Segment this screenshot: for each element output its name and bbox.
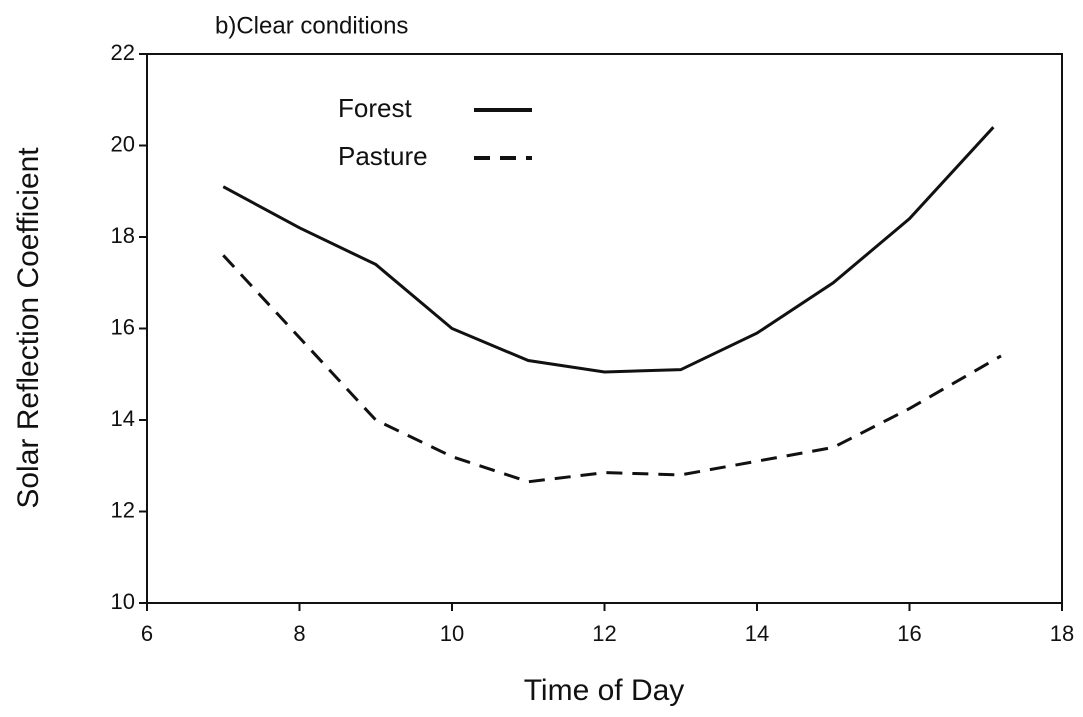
legend-label: Pasture	[338, 141, 428, 171]
x-tick-label: 14	[745, 621, 769, 646]
x-tick-label: 10	[440, 621, 464, 646]
x-tick-label: 12	[592, 621, 616, 646]
y-tick-label: 18	[111, 223, 135, 248]
legend-label: Forest	[338, 93, 412, 123]
y-tick-label: 10	[111, 589, 135, 614]
y-tick-label: 16	[111, 314, 135, 339]
series-line	[222, 254, 1002, 484]
x-tick-label: 18	[1050, 621, 1074, 646]
x-tick-label: 6	[141, 621, 153, 646]
x-tick-label: 16	[897, 621, 921, 646]
y-tick-label: 14	[111, 406, 135, 431]
series-line	[222, 126, 995, 374]
chart-title: b)Clear conditions	[215, 12, 408, 39]
x-tick-label: 8	[293, 621, 305, 646]
y-axis-label: Solar Reflection Coefficient	[12, 147, 45, 509]
plot-frame	[146, 53, 1063, 604]
y-tick-label: 22	[111, 40, 135, 65]
y-tick-label: 20	[111, 131, 135, 156]
x-axis-label: Time of Day	[524, 674, 685, 707]
y-tick-label: 12	[111, 497, 135, 522]
